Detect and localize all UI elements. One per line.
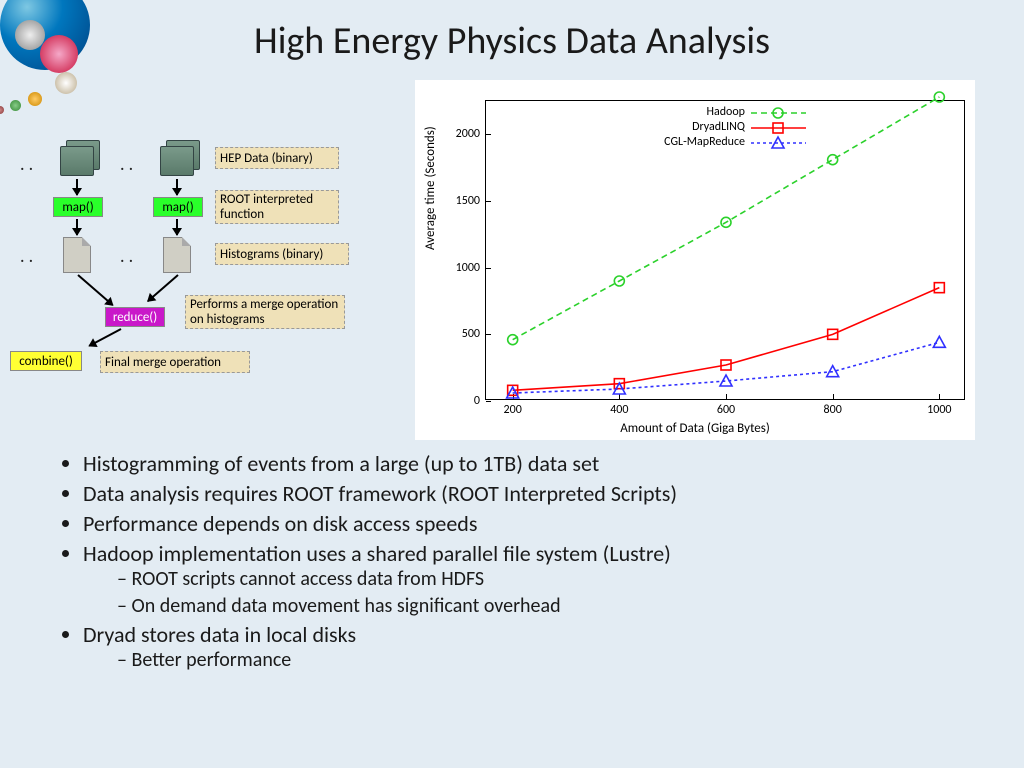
chart-y-axis-label: Average time (Seconds) xyxy=(423,126,438,250)
page-title: High Energy Physics Data Analysis xyxy=(0,18,1024,64)
performance-chart: Average time (Seconds) Amount of Data (G… xyxy=(415,80,975,440)
flow-label-final: Final merge operation xyxy=(100,351,250,373)
chart-x-tick: 200 xyxy=(504,399,522,417)
flow-label-merge: Performs a merge operation on histograms xyxy=(185,295,345,329)
bullet-list: Histogramming of events from a large (up… xyxy=(55,450,975,675)
flow-reduce: reduce() xyxy=(105,307,165,327)
chart-y-tick: 0 xyxy=(474,394,486,408)
bullet-item: Histogramming of events from a large (up… xyxy=(83,450,975,477)
flow-combine: combine() xyxy=(10,351,82,371)
chart-y-tick: 2000 xyxy=(456,127,486,141)
bullet-sub-item: Better performance xyxy=(117,648,975,672)
chart-x-tick: 400 xyxy=(610,399,628,417)
flow-label-hep: HEP Data (binary) xyxy=(215,147,339,169)
flow-label-hist: Histograms (binary) xyxy=(215,243,349,265)
chart-x-tick: 1000 xyxy=(927,399,951,417)
chart-y-tick: 1000 xyxy=(456,261,486,275)
chart-x-tick: 600 xyxy=(717,399,735,417)
chart-x-tick: 800 xyxy=(824,399,842,417)
bullet-sub-item: ROOT scripts cannot access data from HDF… xyxy=(117,567,975,591)
bullet-item: Hadoop implementation uses a shared para… xyxy=(83,540,975,618)
bullet-sub-item: On demand data movement has significant … xyxy=(117,594,975,618)
flow-diagram: . . . . HEP Data (binary) map() map() RO… xyxy=(5,135,410,420)
chart-y-tick: 1500 xyxy=(456,194,486,208)
bullet-item: Data analysis requires ROOT framework (R… xyxy=(83,480,975,507)
flow-map-1: map() xyxy=(53,197,103,217)
flow-label-root: ROOT interpreted function xyxy=(215,190,339,224)
chart-y-tick: 500 xyxy=(462,327,486,341)
chart-x-axis-label: Amount of Data (Giga Bytes) xyxy=(415,421,975,436)
bullet-item: Dryad stores data in local disksBetter p… xyxy=(83,621,975,672)
bullet-item: Performance depends on disk access speed… xyxy=(83,510,975,537)
flow-map-2: map() xyxy=(153,197,203,217)
